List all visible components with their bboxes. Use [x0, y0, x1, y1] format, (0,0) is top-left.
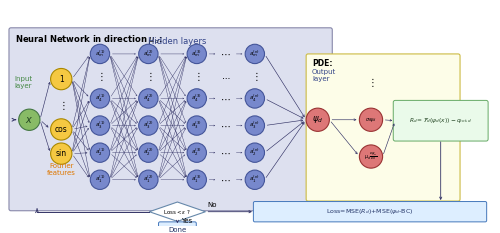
Circle shape — [138, 44, 158, 64]
Text: $a_3^{(3)}$: $a_3^{(3)}$ — [192, 120, 202, 131]
Text: cos: cos — [55, 125, 68, 134]
Circle shape — [245, 44, 264, 64]
Text: $a_m^{(3)}$: $a_m^{(3)}$ — [192, 48, 202, 59]
Circle shape — [90, 170, 110, 189]
Text: $\vdots$: $\vdots$ — [368, 76, 374, 89]
Circle shape — [245, 89, 264, 108]
Text: $a_2^{(2)}$: $a_2^{(2)}$ — [143, 147, 154, 158]
Text: $\cdots$: $\cdots$ — [221, 72, 230, 81]
Circle shape — [187, 170, 206, 189]
Circle shape — [245, 170, 264, 189]
Text: $a_1^{(2)}$: $a_1^{(2)}$ — [143, 174, 154, 185]
Text: $\vdots$: $\vdots$ — [58, 99, 65, 112]
Text: $\vdots$: $\vdots$ — [193, 70, 200, 83]
Text: $x$: $x$ — [26, 115, 34, 125]
Text: $\cdots$: $\cdots$ — [220, 148, 231, 158]
Text: $\vdots$: $\vdots$ — [144, 70, 152, 83]
Text: Input
layer: Input layer — [15, 76, 33, 89]
Circle shape — [360, 108, 382, 131]
Text: Done: Done — [168, 227, 186, 233]
Text: Loss$<\epsilon$ ?: Loss$<\epsilon$ ? — [164, 208, 192, 216]
Text: Yes: Yes — [182, 218, 192, 224]
Circle shape — [187, 89, 206, 108]
Text: $\vdots$: $\vdots$ — [96, 70, 103, 83]
Text: 1: 1 — [59, 75, 64, 84]
Text: $a_3^{(2)}$: $a_3^{(2)}$ — [143, 120, 154, 131]
Circle shape — [306, 108, 330, 131]
Polygon shape — [150, 202, 206, 221]
Circle shape — [138, 89, 158, 108]
Circle shape — [50, 69, 72, 90]
Text: $\cdots$: $\cdots$ — [220, 120, 231, 130]
Circle shape — [187, 116, 206, 135]
FancyBboxPatch shape — [158, 222, 196, 233]
Text: Neural Network in direction $\mu_d$:: Neural Network in direction $\mu_d$: — [15, 33, 163, 46]
Circle shape — [90, 44, 110, 64]
Text: Hidden layers: Hidden layers — [148, 38, 206, 46]
Text: $a_1^{(1)}$: $a_1^{(1)}$ — [94, 174, 106, 185]
FancyBboxPatch shape — [9, 28, 332, 211]
Text: $\mu_d\frac{\partial\psi_d}{\partial x}$: $\mu_d\frac{\partial\psi_d}{\partial x}$ — [364, 151, 378, 162]
Text: No: No — [208, 202, 217, 208]
Circle shape — [187, 143, 206, 162]
Text: $a_4^{(3)}$: $a_4^{(3)}$ — [192, 93, 202, 104]
FancyBboxPatch shape — [254, 202, 486, 222]
Circle shape — [138, 170, 158, 189]
Text: PDE:: PDE: — [312, 59, 332, 68]
Circle shape — [90, 116, 110, 135]
Text: $a_1^{(3)}$: $a_1^{(3)}$ — [192, 174, 202, 185]
Text: $a_3^{(n)}$: $a_3^{(n)}$ — [250, 120, 260, 131]
Text: $\sigma_t\psi_d$: $\sigma_t\psi_d$ — [365, 116, 377, 124]
Circle shape — [245, 116, 264, 135]
Text: $R_d = \mathcal{F}_d(\psi_d(x)) - q_{tot,d}$: $R_d = \mathcal{F}_d(\psi_d(x)) - q_{tot… — [409, 116, 472, 125]
FancyBboxPatch shape — [306, 54, 460, 201]
Circle shape — [50, 119, 72, 140]
Circle shape — [138, 116, 158, 135]
Text: Fourier
features: Fourier features — [47, 163, 76, 176]
Circle shape — [90, 89, 110, 108]
Circle shape — [187, 44, 206, 64]
Text: $a_m^{(1)}$: $a_m^{(1)}$ — [94, 48, 106, 59]
Text: $a_4^{(2)}$: $a_4^{(2)}$ — [143, 93, 154, 104]
Text: Loss=MSE$(R_d)$+MSE$(\psi_d$-BC): Loss=MSE$(R_d)$+MSE$(\psi_d$-BC) — [326, 207, 414, 216]
Circle shape — [138, 143, 158, 162]
Text: $a_4^{(n)}$: $a_4^{(n)}$ — [250, 93, 260, 104]
Text: $a_3^{(1)}$: $a_3^{(1)}$ — [94, 120, 106, 131]
Text: $\vdots$: $\vdots$ — [251, 70, 258, 83]
Text: $a_m^{(2)}$: $a_m^{(2)}$ — [143, 48, 154, 59]
Text: $\psi_d$: $\psi_d$ — [312, 114, 324, 125]
Text: Output
layer: Output layer — [312, 69, 336, 82]
Text: $a_2^{(1)}$: $a_2^{(1)}$ — [94, 147, 106, 158]
Text: $a_1^{(n)}$: $a_1^{(n)}$ — [250, 174, 260, 185]
Text: $a_4^{(1)}$: $a_4^{(1)}$ — [94, 93, 106, 104]
Text: $a_2^{(n)}$: $a_2^{(n)}$ — [250, 147, 260, 158]
Circle shape — [245, 143, 264, 162]
Text: $\cdots$: $\cdots$ — [220, 93, 231, 103]
Circle shape — [360, 145, 382, 168]
FancyBboxPatch shape — [394, 100, 488, 141]
Circle shape — [90, 143, 110, 162]
Text: $\cdots$: $\cdots$ — [220, 49, 231, 59]
Text: $a_2^{(3)}$: $a_2^{(3)}$ — [192, 147, 202, 158]
Text: $a_m^{(n)}$: $a_m^{(n)}$ — [250, 48, 260, 59]
Circle shape — [18, 109, 40, 130]
Circle shape — [50, 143, 72, 164]
Text: sin: sin — [56, 149, 67, 158]
Text: $\cdots$: $\cdots$ — [220, 175, 231, 185]
